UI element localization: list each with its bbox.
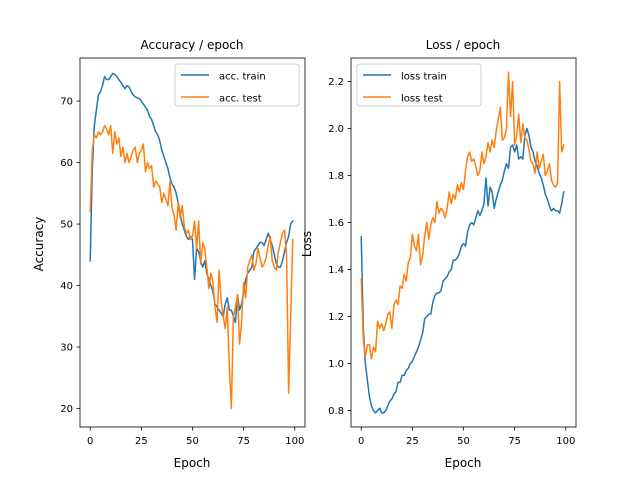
accuracy-y-tick-label: 50 [60, 220, 73, 231]
loss-legend: loss train loss test [356, 63, 482, 107]
loss-x-tick-label: 25 [406, 436, 419, 447]
loss-y-tick-label: 1.6 [328, 218, 344, 229]
loss-y-tick-label: 1.0 [328, 359, 344, 370]
accuracy-x-axis-label: Epoch [174, 456, 211, 470]
accuracy-chart: Accuracy / epoch Epoch Accuracy 0 25 50 75 1… [32, 38, 306, 470]
loss-y-tick-label: 2.2 [328, 77, 344, 88]
accuracy-y-tick-label: 30 [60, 343, 73, 354]
accuracy-x-tick-label: 0 [87, 436, 93, 447]
accuracy-x-tick-label: 100 [285, 436, 304, 447]
accuracy-x-tick-label: 25 [135, 436, 148, 447]
accuracy-legend-label: acc. train [219, 72, 266, 83]
loss-legend-label: loss test [401, 94, 443, 105]
accuracy-y-tick-label: 70 [60, 97, 73, 108]
loss-series-line-loss-test [360, 71, 565, 360]
loss-x-tick-label: 100 [556, 436, 575, 447]
loss-chart-title: Loss / epoch [426, 38, 501, 52]
accuracy-series-line-acc-test [89, 124, 294, 410]
loss-y-tick-label: 1.2 [328, 312, 344, 323]
accuracy-y-tick-label: 40 [60, 281, 73, 292]
accuracy-y-tick-label: 60 [60, 158, 73, 169]
loss-y-tick-label: 1.4 [328, 265, 344, 276]
loss-series-line-loss-train [360, 127, 565, 414]
loss-x-tick-label: 0 [358, 436, 364, 447]
accuracy-legend-label: acc. test [219, 94, 262, 105]
loss-y-tick-label: 1.8 [328, 171, 344, 182]
loss-x-tick-label: 50 [457, 436, 470, 447]
accuracy-y-axis-label: Accuracy [32, 217, 46, 272]
loss-x-tick-label: 75 [508, 436, 521, 447]
accuracy-y-tick-label: 20 [60, 404, 73, 415]
loss-y-tick-label: 0.8 [328, 406, 344, 417]
loss-chart: Loss / epoch Epoch Loss 0 25 50 75 100 0.8 1.0… [300, 38, 577, 470]
accuracy-x-tick-label: 75 [237, 436, 250, 447]
loss-x-axis-label: Epoch [445, 456, 482, 470]
loss-legend-label: loss train [401, 72, 447, 83]
accuracy-x-tick-label: 50 [186, 436, 199, 447]
loss-y-tick-label: 2.0 [328, 124, 344, 135]
accuracy-chart-title: Accuracy / epoch [140, 38, 243, 52]
loss-y-axis-label: Loss [300, 231, 314, 257]
accuracy-legend: acc. train acc. test [174, 63, 300, 107]
